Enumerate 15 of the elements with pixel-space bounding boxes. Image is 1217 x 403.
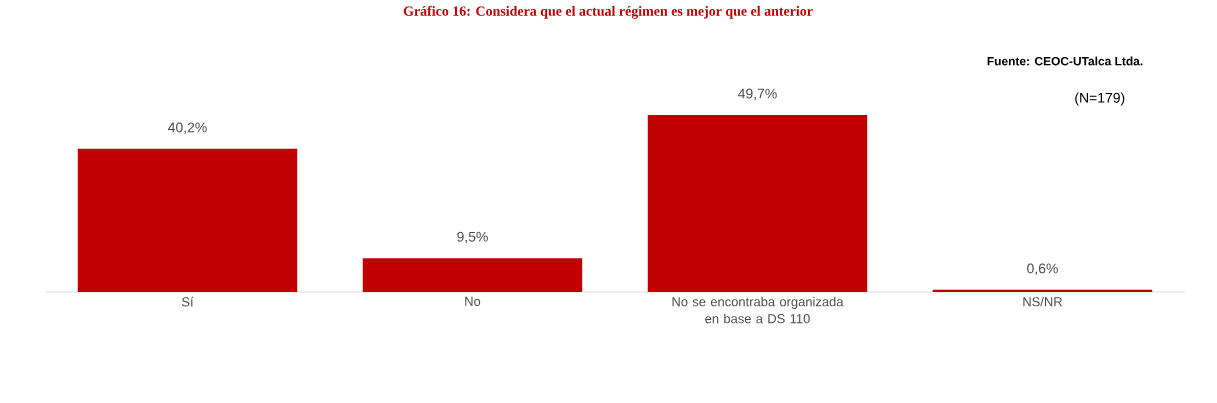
x-tick-label: NS/NR <box>1023 296 1063 307</box>
bar <box>362 258 583 292</box>
bar <box>647 115 868 292</box>
data-label: 40,2% <box>168 122 207 134</box>
data-label: 9,5% <box>457 231 488 244</box>
source-note: Fuente: CEOC-UTalca Ltda. <box>987 56 1143 66</box>
x-tick-label: No <box>465 296 481 306</box>
x-tick-label: No se encontraba organizada en base a DS 110 <box>672 296 844 324</box>
data-label: 49,7% <box>738 88 777 101</box>
bar <box>932 289 1153 292</box>
x-tick-label: Sí <box>181 296 194 307</box>
text: (N=179) <box>1075 92 1125 106</box>
bar <box>77 148 298 292</box>
chart-title: Gráfico 16: Considera que el actual régimen es mejor que el anterior <box>403 5 813 19</box>
data-label: 0,6% <box>1027 263 1058 276</box>
